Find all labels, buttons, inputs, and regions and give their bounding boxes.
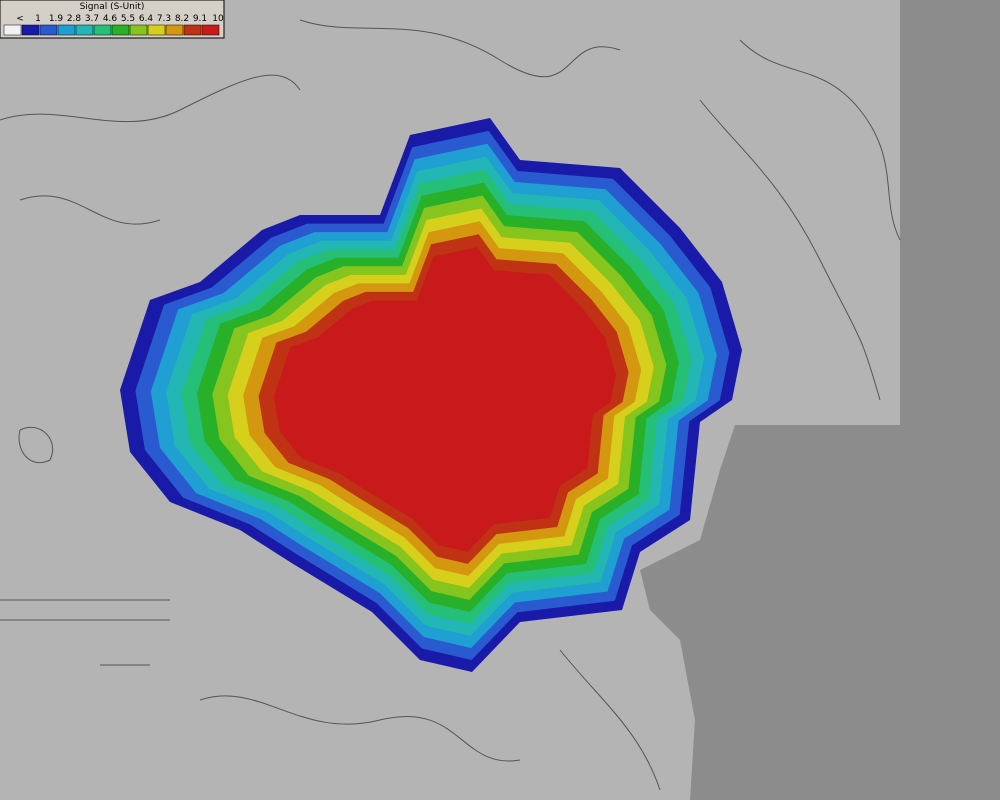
- legend-label: <: [16, 14, 24, 24]
- contour: [699, 99, 881, 401]
- legend-swatch: [111, 24, 130, 36]
- contour: [0, 599, 170, 666]
- legend-label: 1.9: [49, 14, 64, 24]
- contour: [559, 649, 661, 791]
- legend-label: 3.7: [85, 14, 99, 24]
- legend-title: Signal (S-Unit): [80, 2, 145, 12]
- legend-label: 1: [35, 14, 41, 24]
- contour: [299, 19, 621, 78]
- legend-swatch: [57, 24, 76, 36]
- legend-label: 6.4: [139, 14, 154, 24]
- legend-label: 9.1: [193, 14, 207, 24]
- contour: [199, 695, 521, 762]
- legend-label: 5.5: [121, 14, 135, 24]
- legend-swatch: [165, 24, 184, 36]
- legend-swatch: [147, 24, 166, 36]
- legend-swatch: [3, 24, 22, 36]
- legend-swatch: [129, 24, 148, 36]
- contour: [0, 74, 301, 123]
- legend-swatch: [21, 24, 40, 36]
- legend-swatch: [93, 24, 112, 36]
- coverage-zone: [273, 247, 616, 552]
- coverage: [120, 118, 742, 672]
- legend-swatch: [75, 24, 94, 36]
- legend-label: 4.6: [103, 14, 118, 24]
- legend-label: 10: [212, 14, 224, 24]
- contour: [739, 39, 901, 241]
- legend: Signal (S-Unit) <1 1.9 2.8 3.7 4.6 5.5 6.4 7.3 8…: [0, 0, 225, 39]
- terrain-contours: [0, 19, 901, 791]
- legend-swatch: [39, 24, 58, 36]
- legend-label: 2.8: [67, 14, 82, 24]
- legend-label: 8.2: [175, 14, 189, 24]
- legend-swatch: [201, 24, 220, 36]
- sea: [640, 0, 1000, 800]
- legend-label: 7.3: [157, 14, 171, 24]
- contour: [18, 426, 54, 464]
- contour: [19, 195, 161, 225]
- legend-swatch: [183, 24, 202, 36]
